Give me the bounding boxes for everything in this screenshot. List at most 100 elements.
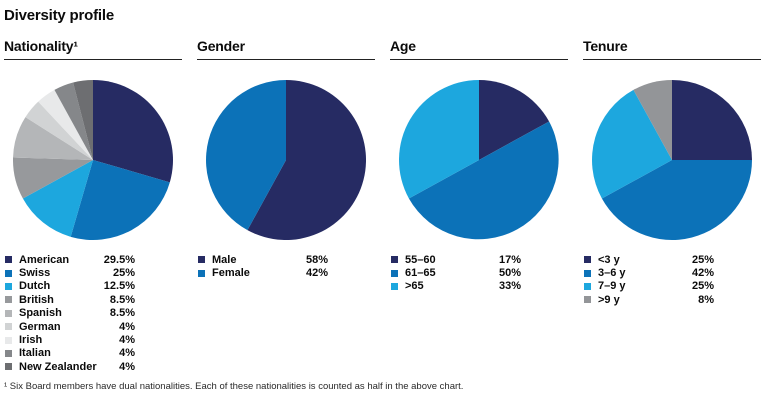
- legend-label: 3–6 y: [598, 267, 626, 280]
- pie-svg: [206, 80, 366, 240]
- chart-title: Tenure: [583, 38, 761, 60]
- legend-value: 4%: [119, 347, 135, 360]
- pie-svg: [592, 80, 752, 240]
- pie-slice-british: [13, 157, 94, 199]
- legend-value: 58%: [305, 253, 328, 266]
- page-title: Diversity profile: [4, 7, 114, 24]
- legend-row: German 4%: [5, 320, 135, 333]
- legend-swatch: [5, 363, 12, 371]
- legend-value: 17%: [498, 253, 521, 266]
- pie-slice-swiss: [70, 160, 170, 240]
- legend-label: New Zealander: [19, 360, 97, 373]
- legend-label: Male: [212, 253, 237, 266]
- footnote: ¹ Six Board members have dual nationalit…: [4, 381, 464, 392]
- legend-value: 12.5%: [103, 280, 135, 293]
- chart-gender: Gender Male 58% Female 42%: [197, 38, 375, 374]
- legend-row: <3 y 25%: [584, 253, 714, 266]
- legend-value: 25%: [112, 267, 135, 280]
- pie-slice-spanish: [13, 117, 93, 160]
- legend-label: American: [19, 253, 70, 266]
- legend-row: 61–65 50%: [391, 266, 521, 279]
- charts-row: Nationality¹ American 29.5% Swiss 25% Dutch 1…: [4, 38, 763, 374]
- legend-swatch: [391, 256, 398, 264]
- legend-label: <3 y: [598, 253, 620, 266]
- legend-value: 33%: [498, 280, 521, 293]
- legend-value: 8.5%: [109, 307, 135, 320]
- legend-row: >9 y 8%: [584, 293, 714, 306]
- pie-chart-gender: [197, 80, 375, 240]
- legend: <3 y 25% 3–6 y 42% 7–9 y 25% >9 y 8%: [584, 253, 714, 307]
- pie-slice-american: [93, 80, 173, 183]
- legend-swatch: [5, 282, 12, 290]
- legend-swatch: [5, 349, 12, 357]
- pie-slice-irish: [38, 89, 93, 160]
- legend-row: American 29.5%: [5, 253, 135, 266]
- legend-row: Female 42%: [198, 266, 328, 279]
- legend-label: Spanish: [19, 307, 62, 320]
- legend-label: Irish: [19, 334, 43, 347]
- legend-row: Male 58%: [198, 253, 328, 266]
- legend-value: 42%: [691, 267, 714, 280]
- legend-swatch: [584, 269, 591, 277]
- pie-slice-7-9-y: [592, 89, 672, 199]
- legend-row: 55–60 17%: [391, 253, 521, 266]
- legend-row: 7–9 y 25%: [584, 280, 714, 293]
- legend-label: >65: [405, 280, 424, 293]
- legend-value: 50%: [498, 267, 521, 280]
- chart-nationality: Nationality¹ American 29.5% Swiss 25% Dutch 1…: [4, 38, 182, 374]
- pie-slice-9-y: [633, 80, 672, 160]
- pie-slice-italian: [54, 82, 93, 160]
- legend-label: Female: [212, 267, 250, 280]
- chart-title: Nationality¹: [4, 38, 182, 60]
- legend-row: >65 33%: [391, 280, 521, 293]
- pie-slice-65: [399, 80, 479, 199]
- pie-slice-german: [25, 101, 94, 160]
- legend-value: 8%: [698, 293, 714, 306]
- legend-swatch: [5, 269, 12, 277]
- legend-label: German: [19, 320, 61, 333]
- pie-slice-dutch: [22, 160, 93, 237]
- pie-chart-nationality: [4, 80, 182, 240]
- pie-slice-55-60: [479, 80, 550, 160]
- legend-label: Swiss: [19, 267, 51, 280]
- legend: Male 58% Female 42%: [198, 253, 328, 280]
- legend-label: 55–60: [405, 253, 436, 266]
- legend-swatch: [5, 296, 12, 304]
- chart-title: Age: [390, 38, 568, 60]
- legend-swatch: [198, 256, 205, 264]
- legend-row: Spanish 8.5%: [5, 307, 135, 320]
- legend-swatch: [584, 282, 591, 290]
- legend-swatch: [584, 256, 591, 264]
- pie-slice-new-zealander: [73, 80, 93, 160]
- legend-swatch: [5, 336, 12, 344]
- legend-swatch: [5, 256, 12, 264]
- legend-label: British: [19, 293, 54, 306]
- chart-age: Age 55–60 17% 61–65 50% >65 33%: [390, 38, 568, 374]
- legend-row: Dutch 12.5%: [5, 280, 135, 293]
- chart-tenure: Tenure <3 y 25% 3–6 y 42% 7–9 y 25% >9 y 8%: [583, 38, 761, 374]
- legend-row: New Zealander 4%: [5, 360, 135, 373]
- pie-chart-tenure: [583, 80, 761, 240]
- legend-row: Irish 4%: [5, 333, 135, 346]
- legend-value: 8.5%: [109, 293, 135, 306]
- legend-swatch: [584, 296, 591, 304]
- legend-swatch: [5, 323, 12, 331]
- legend-label: 61–65: [405, 267, 436, 280]
- legend-value: 25%: [691, 253, 714, 266]
- legend-row: 3–6 y 42%: [584, 266, 714, 279]
- pie-svg: [13, 80, 173, 240]
- legend-value: 4%: [119, 360, 135, 373]
- legend-row: Italian 4%: [5, 347, 135, 360]
- legend-swatch: [391, 269, 398, 277]
- legend: American 29.5% Swiss 25% Dutch 12.5% British 8.…: [5, 253, 135, 374]
- legend-row: Swiss 25%: [5, 266, 135, 279]
- legend-swatch: [391, 282, 398, 290]
- pie-slice-male: [247, 80, 366, 240]
- legend-value: 42%: [305, 267, 328, 280]
- legend-row: British 8.5%: [5, 293, 135, 306]
- legend-value: 4%: [119, 320, 135, 333]
- legend-label: Italian: [19, 347, 51, 360]
- legend-label: >9 y: [598, 293, 620, 306]
- legend-swatch: [198, 269, 205, 277]
